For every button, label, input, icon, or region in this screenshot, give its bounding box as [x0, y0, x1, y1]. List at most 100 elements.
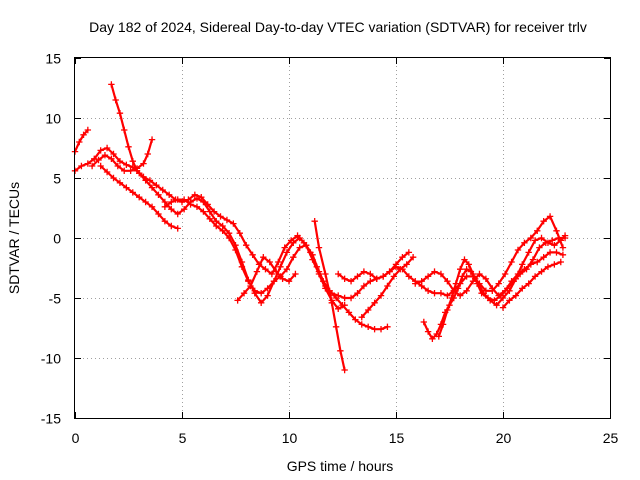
data-point: [148, 184, 156, 191]
data-point: [341, 294, 348, 302]
data-point: [435, 333, 442, 340]
data-point: [444, 292, 451, 299]
data-point: [243, 242, 250, 249]
y-tick-label: 0: [53, 231, 61, 247]
data-point: [245, 278, 252, 285]
data-point: [161, 203, 169, 210]
data-point: [476, 270, 483, 278]
data-point: [332, 323, 340, 330]
data-point: [165, 191, 173, 198]
series-arc-6: [161, 196, 413, 302]
data-point: [257, 299, 265, 306]
data-point: [559, 244, 567, 251]
data-point: [240, 290, 248, 297]
data-point: [439, 321, 447, 328]
data-point: [399, 254, 406, 261]
data-point: [529, 256, 537, 263]
data-point: [371, 299, 378, 306]
data-point: [379, 273, 387, 280]
data-point: [512, 292, 520, 299]
data-point: [264, 292, 271, 299]
data-point: [341, 366, 348, 374]
data-point: [116, 179, 124, 186]
data-point: [110, 150, 117, 158]
data-point: [531, 237, 539, 244]
data-point: [339, 302, 346, 309]
data-point: [409, 254, 417, 261]
data-point: [268, 270, 276, 278]
data-point: [514, 246, 522, 254]
series-line: [501, 260, 562, 309]
data-point: [140, 160, 147, 167]
data-point: [525, 280, 532, 287]
series-arc-13: [499, 258, 564, 311]
data-point: [180, 206, 188, 213]
data-point: [155, 191, 162, 198]
plot-frame: [74, 57, 611, 419]
data-point: [279, 275, 286, 282]
data-point: [459, 273, 466, 280]
data-point: [262, 266, 269, 273]
data-point: [536, 244, 543, 251]
data-point: [424, 287, 432, 294]
series-line: [437, 236, 567, 338]
data-point: [127, 167, 134, 174]
data-point: [257, 290, 265, 297]
data-point: [504, 285, 511, 292]
x-tick-label: 15: [389, 430, 405, 446]
data-point: [108, 81, 115, 88]
data-point: [296, 244, 303, 251]
data-point: [125, 143, 132, 150]
data-point: [155, 210, 162, 218]
data-point: [193, 203, 201, 210]
series-arc-2: [71, 144, 348, 312]
data-point: [153, 182, 160, 189]
x-axis-label: GPS time / hours: [287, 458, 394, 474]
data-point: [444, 306, 451, 314]
series-arc-3: [108, 81, 391, 333]
data-point: [420, 318, 428, 326]
data-point: [101, 152, 109, 159]
data-point: [521, 239, 528, 246]
data-point: [534, 258, 541, 266]
data-point: [78, 162, 85, 170]
data-point: [335, 305, 342, 312]
data-point: [337, 347, 344, 354]
data-point: [527, 234, 535, 242]
data-point: [448, 294, 455, 302]
data-point: [123, 184, 130, 191]
data-point: [551, 242, 558, 249]
data-point: [148, 203, 156, 210]
data-point: [253, 268, 261, 275]
data-point: [418, 278, 425, 285]
grid-lines: [75, 58, 610, 418]
data-point: [103, 168, 111, 176]
data-point: [210, 208, 218, 215]
data-point: [168, 222, 175, 230]
data-point: [454, 285, 462, 292]
data-point: [294, 232, 301, 239]
data-point: [508, 258, 515, 266]
data-point: [461, 256, 468, 263]
data-point: [322, 270, 329, 278]
data-point: [553, 249, 560, 256]
data-point: [110, 174, 117, 182]
data-point: [519, 285, 526, 292]
data-point: [437, 290, 445, 297]
data-point: [538, 268, 545, 275]
data-point: [364, 306, 372, 314]
data-point: [198, 194, 205, 201]
data-point: [495, 280, 502, 287]
data-point: [275, 258, 282, 266]
data-point: [283, 266, 291, 273]
data-point: [191, 191, 199, 198]
data-point: [561, 234, 569, 242]
data-point: [283, 249, 291, 256]
data-point: [506, 297, 513, 304]
x-tick-label: 10: [282, 430, 298, 446]
data-point: [174, 225, 181, 232]
data-point: [103, 144, 111, 152]
data-point: [549, 237, 556, 244]
series-line: [236, 256, 297, 302]
data-point: [510, 278, 517, 285]
